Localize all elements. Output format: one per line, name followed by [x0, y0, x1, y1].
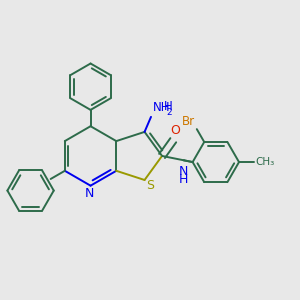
Text: H: H: [179, 173, 189, 186]
Text: 2: 2: [167, 108, 172, 117]
Text: S: S: [146, 179, 154, 192]
Text: NH: NH: [152, 101, 170, 115]
Text: N: N: [84, 188, 94, 200]
Text: N: N: [179, 165, 189, 178]
Text: O: O: [171, 124, 181, 137]
Text: Br: Br: [182, 115, 195, 128]
Text: H: H: [164, 100, 172, 113]
Text: CH₃: CH₃: [255, 157, 274, 167]
